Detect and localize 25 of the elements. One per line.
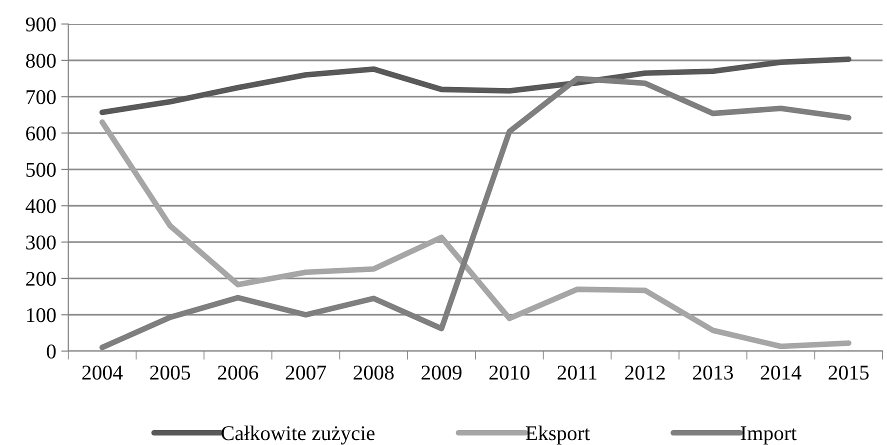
y-tick-label: 600	[26, 126, 56, 140]
legend-label: Import	[740, 426, 797, 444]
y-tick-label: 400	[26, 199, 56, 214]
x-tick-label: 2006	[218, 366, 258, 380]
x-tick-label: 2004	[82, 366, 123, 380]
x-tick-label: 2015	[828, 366, 869, 380]
y-tick-label: 500	[26, 162, 56, 177]
x-tick-label: 2011	[558, 366, 596, 380]
x-tick-label: 2013	[693, 366, 733, 380]
x-tick-label: 2010	[489, 366, 530, 380]
y-tick-label: 900	[26, 17, 56, 32]
y-tick-label: 300	[26, 235, 56, 250]
x-tick-label: 2005	[150, 366, 190, 380]
x-tick-label: 2009	[422, 366, 462, 380]
legend-label: Eksport	[526, 426, 590, 444]
y-tick-label: 700	[26, 90, 56, 104]
legend-label: Całkowite zużycie	[222, 426, 375, 445]
x-tick-label: 2007	[286, 366, 326, 380]
x-tick-label: 2012	[625, 366, 665, 380]
y-tick-label: 0	[46, 344, 56, 359]
x-tick-label: 2014	[760, 366, 802, 380]
y-tick-label: 100	[27, 308, 56, 322]
x-tick-label: 2008	[354, 366, 394, 380]
y-tick-label: 200	[26, 272, 56, 286]
y-tick-label: 800	[26, 54, 56, 68]
